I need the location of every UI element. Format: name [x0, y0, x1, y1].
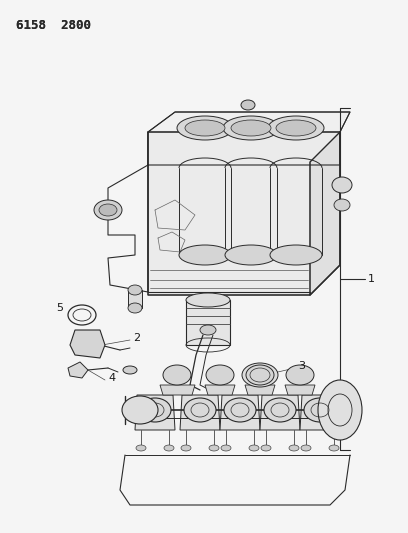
Ellipse shape: [334, 199, 350, 211]
Polygon shape: [68, 362, 88, 378]
Polygon shape: [245, 385, 275, 395]
Text: 6158  2800: 6158 2800: [16, 19, 91, 31]
Ellipse shape: [163, 365, 191, 385]
Ellipse shape: [318, 380, 362, 440]
Text: 4: 4: [108, 373, 115, 383]
Ellipse shape: [128, 285, 142, 295]
Ellipse shape: [200, 325, 216, 335]
Ellipse shape: [94, 200, 122, 220]
Ellipse shape: [209, 445, 219, 451]
Ellipse shape: [242, 363, 278, 387]
Polygon shape: [70, 330, 105, 358]
Ellipse shape: [301, 445, 311, 451]
Ellipse shape: [123, 366, 137, 374]
Ellipse shape: [128, 303, 142, 313]
Polygon shape: [180, 395, 220, 430]
Polygon shape: [220, 395, 260, 430]
Polygon shape: [148, 132, 340, 295]
Polygon shape: [128, 290, 142, 308]
Ellipse shape: [289, 445, 299, 451]
Ellipse shape: [276, 120, 316, 136]
Ellipse shape: [221, 445, 231, 451]
Ellipse shape: [264, 398, 296, 422]
Ellipse shape: [332, 177, 352, 193]
Ellipse shape: [179, 245, 231, 265]
Text: 6158  2800: 6158 2800: [16, 19, 91, 31]
Ellipse shape: [246, 365, 274, 385]
Polygon shape: [260, 395, 300, 430]
Ellipse shape: [185, 120, 225, 136]
Polygon shape: [148, 112, 350, 165]
Ellipse shape: [181, 445, 191, 451]
Ellipse shape: [261, 445, 271, 451]
Polygon shape: [160, 385, 195, 395]
Ellipse shape: [136, 445, 146, 451]
Ellipse shape: [139, 398, 171, 422]
Ellipse shape: [184, 398, 216, 422]
Polygon shape: [300, 395, 340, 430]
Polygon shape: [310, 132, 340, 295]
Ellipse shape: [225, 245, 277, 265]
Ellipse shape: [164, 445, 174, 451]
Text: 2: 2: [133, 333, 140, 343]
Text: 1: 1: [368, 274, 375, 284]
Polygon shape: [285, 385, 315, 395]
Ellipse shape: [186, 293, 230, 307]
Ellipse shape: [231, 120, 271, 136]
Polygon shape: [186, 300, 230, 345]
Ellipse shape: [99, 204, 117, 216]
Ellipse shape: [268, 116, 324, 140]
Polygon shape: [205, 385, 235, 395]
Text: 3: 3: [298, 361, 305, 371]
Ellipse shape: [223, 116, 279, 140]
Polygon shape: [135, 395, 175, 430]
Ellipse shape: [329, 445, 339, 451]
Ellipse shape: [224, 398, 256, 422]
Ellipse shape: [206, 365, 234, 385]
Text: 5: 5: [56, 303, 63, 313]
Ellipse shape: [241, 100, 255, 110]
Ellipse shape: [286, 365, 314, 385]
Ellipse shape: [177, 116, 233, 140]
Ellipse shape: [270, 245, 322, 265]
Ellipse shape: [249, 445, 259, 451]
Ellipse shape: [122, 396, 158, 424]
Ellipse shape: [304, 398, 336, 422]
